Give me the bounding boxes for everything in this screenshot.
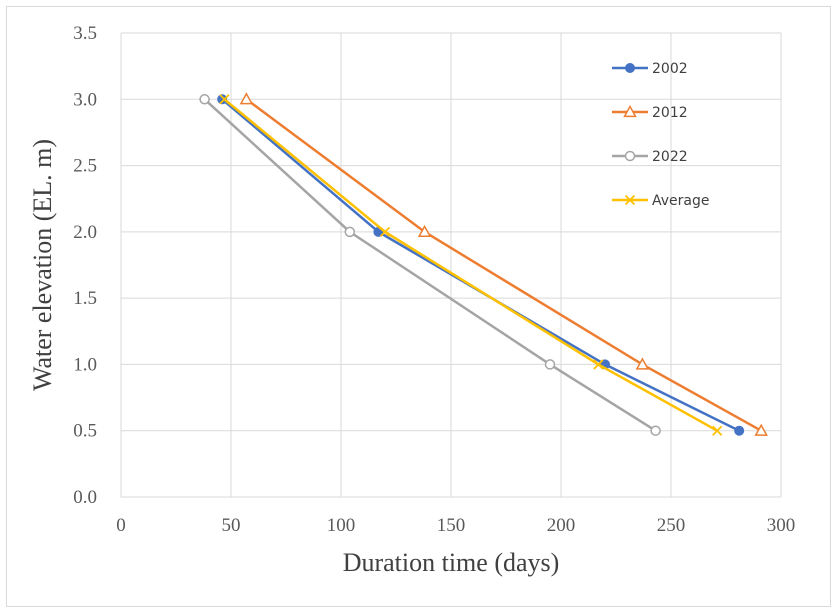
data-point-average bbox=[712, 425, 723, 436]
x-axis-title: Duration time (days) bbox=[343, 548, 560, 577]
legend-label-2002: 2002 bbox=[652, 61, 688, 77]
y-tick-label: 3.0 bbox=[73, 89, 97, 110]
x-tick-label: 200 bbox=[547, 515, 576, 536]
series-lines bbox=[199, 92, 768, 436]
data-point-2022 bbox=[544, 359, 556, 370]
legend-marker-2012 bbox=[623, 104, 637, 118]
data-point-2022 bbox=[344, 226, 356, 238]
data-point-average bbox=[219, 94, 230, 105]
legend-marker-2002 bbox=[625, 63, 635, 73]
data-point-average bbox=[593, 359, 604, 370]
data-point-2012 bbox=[417, 224, 432, 238]
y-tick-label: 2.0 bbox=[73, 222, 97, 243]
x-tick-label: 100 bbox=[327, 515, 356, 536]
legend-label-average: Average bbox=[652, 193, 710, 209]
legend-label-2022: 2022 bbox=[652, 149, 688, 165]
x-tick-label: 150 bbox=[437, 515, 466, 536]
data-point-2012 bbox=[754, 423, 768, 436]
x-tick-label: 50 bbox=[222, 515, 241, 536]
y-axis-title: Water elevation (EL. m) bbox=[28, 139, 57, 391]
legend-marker-2022 bbox=[624, 150, 636, 162]
data-point-2022 bbox=[199, 94, 210, 105]
series-line-2022 bbox=[203, 98, 657, 432]
chart-frame bbox=[6, 6, 831, 607]
legend: 2002 2012 2022 Average bbox=[612, 61, 710, 209]
x-tick-label: 250 bbox=[657, 515, 686, 536]
y-tick-label: 1.0 bbox=[73, 354, 97, 375]
data-point-2022 bbox=[650, 425, 661, 436]
data-point-2002 bbox=[734, 425, 745, 436]
y-tick-label: 0.0 bbox=[73, 487, 97, 508]
data-point-2012 bbox=[635, 357, 650, 370]
y-tick-label: 3.5 bbox=[73, 23, 97, 44]
data-point-average bbox=[379, 226, 391, 237]
series-line-average bbox=[223, 98, 718, 432]
data-point-2012 bbox=[239, 92, 254, 105]
gridlines bbox=[120, 32, 782, 498]
y-tick-label: 0.5 bbox=[73, 421, 97, 442]
tick-labels: 0.0 0.5 1.0 1.5 2.0 2.5 3.0 3.5 0 50 100 150 200 250 3… bbox=[73, 23, 795, 536]
legend-label-2012: 2012 bbox=[652, 105, 688, 121]
series-line-2012 bbox=[245, 98, 762, 432]
y-tick-label: 2.5 bbox=[73, 156, 97, 177]
y-tick-label: 1.5 bbox=[73, 288, 97, 309]
legend-marker-average bbox=[624, 194, 636, 206]
x-tick-label: 0 bbox=[116, 515, 126, 536]
x-tick-label: 300 bbox=[767, 515, 796, 536]
data-point-2002 bbox=[217, 94, 228, 105]
